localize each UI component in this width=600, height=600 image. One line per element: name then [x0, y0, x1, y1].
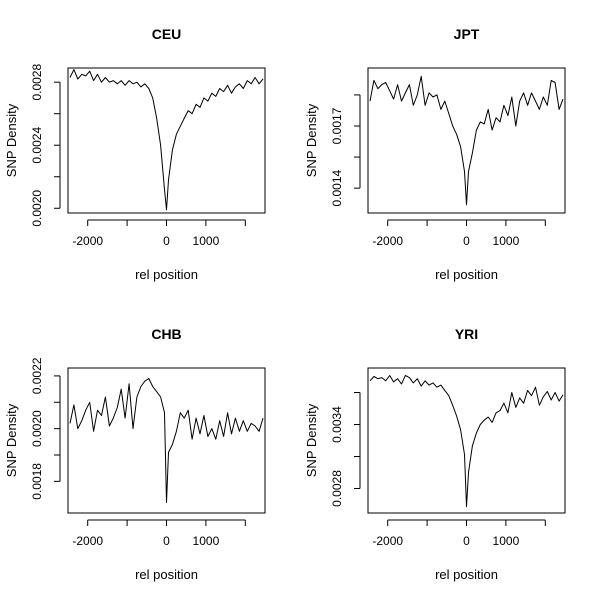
plot-frame [67, 367, 266, 514]
x-tick-label: -2000 [372, 534, 403, 548]
y-tick-label: 0.0022 [30, 357, 44, 394]
y-axis-label: SNP Density [4, 103, 19, 177]
y-tick-label: 0.0020 [30, 410, 44, 447]
x-tick-label: 1000 [193, 534, 220, 548]
plot-frame [367, 67, 566, 214]
x-tick-label: 1000 [493, 534, 520, 548]
y-tick-label: 0.0028 [30, 64, 44, 101]
y-tick-label: 0.0034 [330, 406, 344, 443]
x-axis-label: rel position [435, 267, 498, 282]
panel-title: CHB [151, 326, 181, 342]
x-axis-label: rel position [135, 567, 198, 582]
panel-title: CEU [152, 26, 182, 42]
y-axis-label: SNP Density [304, 103, 319, 177]
x-axis-label: rel position [135, 267, 198, 282]
y-axis-label: SNP Density [4, 403, 19, 477]
panel-title: YRI [455, 326, 478, 342]
series-line-ceu [69, 69, 264, 211]
panel-title: JPT [454, 26, 480, 42]
panel-yri: YRI -2000 0 1000 rel position 0.0028 0.0034 SNP… [304, 326, 566, 582]
x-tick-label: 0 [163, 234, 170, 248]
series-line-yri [369, 375, 564, 508]
x-tick-label: 1000 [193, 234, 220, 248]
y-tick-label: 0.0014 [330, 169, 344, 206]
panel-jpt: JPT -2000 0 1000 rel position 0.0014 0.0017 SNP… [304, 26, 566, 282]
x-tick-label: -2000 [72, 234, 103, 248]
y-tick-label: 0.0018 [30, 463, 44, 500]
plot-frame [367, 367, 566, 514]
y-tick-label: 0.0028 [330, 470, 344, 507]
x-tick-label: 0 [163, 534, 170, 548]
series-line-chb [69, 378, 264, 503]
x-tick-label: 0 [463, 534, 470, 548]
panel-ceu: CEU -2000 0 1000 rel position 0.0020 0.0024 0.0… [4, 26, 266, 282]
x-tick-label: -2000 [72, 534, 103, 548]
x-tick-label: 1000 [493, 234, 520, 248]
y-tick-label: 0.0017 [330, 107, 344, 144]
x-tick-label: -2000 [372, 234, 403, 248]
x-axis-label: rel position [435, 567, 498, 582]
x-tick-label: 0 [463, 234, 470, 248]
series-line-jpt [369, 75, 564, 206]
y-tick-label: 0.0024 [30, 127, 44, 164]
plot-frame [67, 67, 266, 214]
panel-chb: CHB -2000 0 1000 rel position 0.0018 0.0020 0.0… [4, 326, 266, 582]
y-axis-label: SNP Density [304, 403, 319, 477]
y-tick-label: 0.0020 [30, 190, 44, 227]
